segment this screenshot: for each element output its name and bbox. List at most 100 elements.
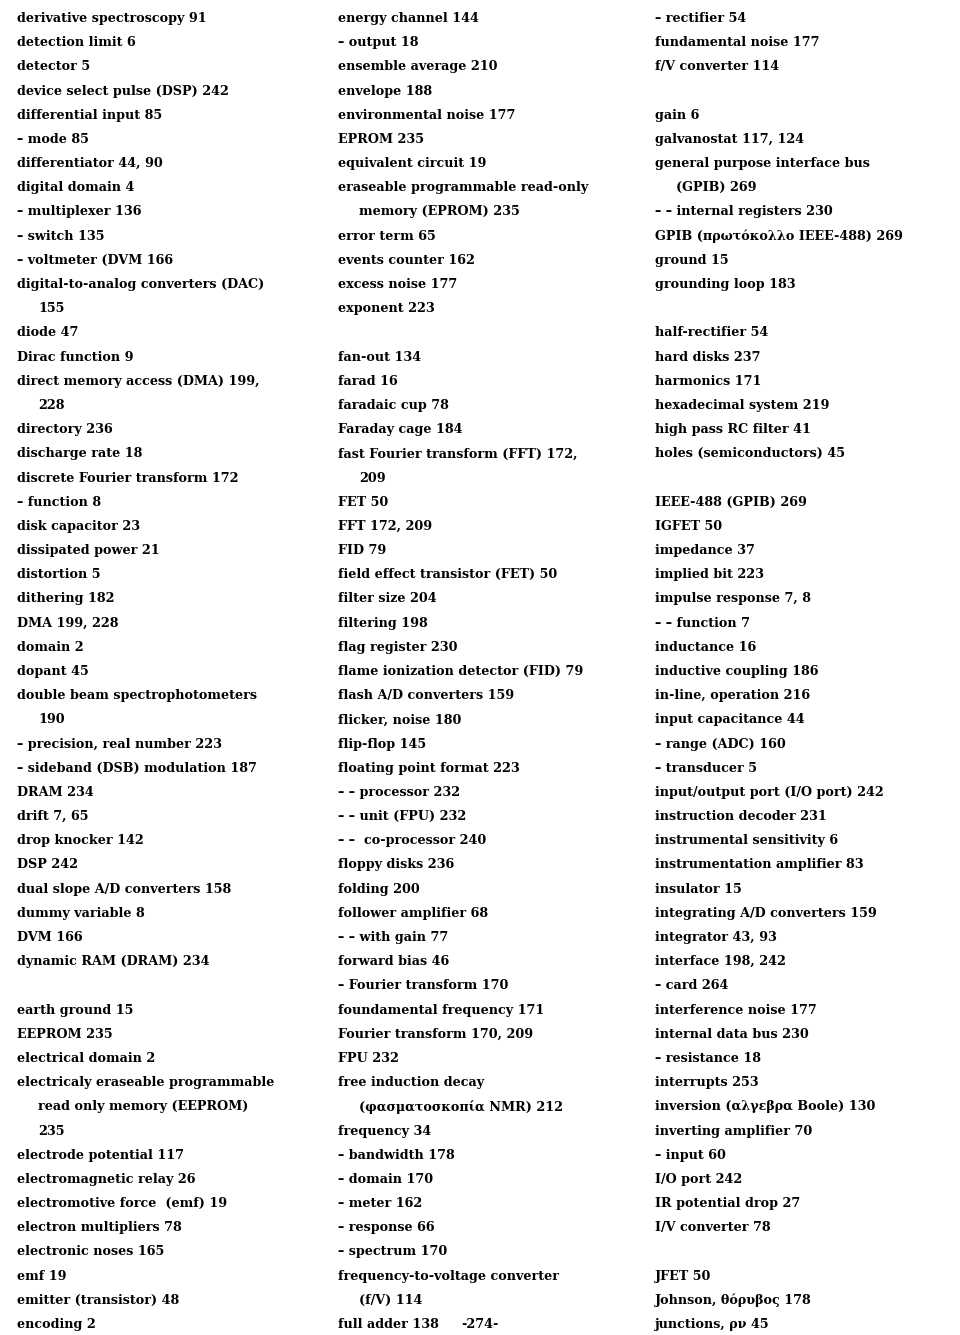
Text: gain 6: gain 6 (655, 108, 699, 121)
Text: FFT 172, 209: FFT 172, 209 (338, 519, 432, 533)
Text: – card 264: – card 264 (655, 980, 728, 992)
Text: drop knocker 142: drop knocker 142 (17, 834, 144, 848)
Text: (φασματοσκοπία NMR) 212: (φασματοσκοπία NMR) 212 (359, 1100, 563, 1115)
Text: differentiator 44, 90: differentiator 44, 90 (17, 158, 163, 170)
Text: – mode 85: – mode 85 (17, 134, 89, 146)
Text: dissipated power 21: dissipated power 21 (17, 545, 160, 557)
Text: DSP 242: DSP 242 (17, 858, 79, 872)
Text: JFET 50: JFET 50 (655, 1270, 711, 1283)
Text: differential input 85: differential input 85 (17, 108, 162, 121)
Text: impulse response 7, 8: impulse response 7, 8 (655, 593, 810, 606)
Text: device select pulse (DSP) 242: device select pulse (DSP) 242 (17, 84, 229, 97)
Text: flame ionization detector (FID) 79: flame ionization detector (FID) 79 (338, 665, 583, 678)
Text: hexadecimal system 219: hexadecimal system 219 (655, 399, 829, 413)
Text: – – with gain 77: – – with gain 77 (338, 930, 448, 944)
Text: DVM 166: DVM 166 (17, 930, 83, 944)
Text: disk capacitor 23: disk capacitor 23 (17, 519, 140, 533)
Text: digital-to-analog converters (DAC): digital-to-analog converters (DAC) (17, 278, 265, 291)
Text: fan-out 134: fan-out 134 (338, 351, 421, 363)
Text: farad 16: farad 16 (338, 375, 397, 387)
Text: foundamental frequency 171: foundamental frequency 171 (338, 1004, 544, 1016)
Text: diode 47: diode 47 (17, 326, 79, 339)
Text: impedance 37: impedance 37 (655, 545, 755, 557)
Text: environmental noise 177: environmental noise 177 (338, 108, 516, 121)
Text: – meter 162: – meter 162 (338, 1197, 422, 1210)
Text: discharge rate 18: discharge rate 18 (17, 447, 143, 461)
Text: FID 79: FID 79 (338, 545, 386, 557)
Text: – input 60: – input 60 (655, 1148, 726, 1161)
Text: Fourier transform 170, 209: Fourier transform 170, 209 (338, 1028, 533, 1041)
Text: dual slope A/D converters 158: dual slope A/D converters 158 (17, 882, 231, 896)
Text: dopant 45: dopant 45 (17, 665, 89, 678)
Text: interface 198, 242: interface 198, 242 (655, 956, 785, 968)
Text: – domain 170: – domain 170 (338, 1173, 433, 1185)
Text: drift 7, 65: drift 7, 65 (17, 810, 88, 824)
Text: DMA 199, 228: DMA 199, 228 (17, 617, 119, 630)
Text: electromagnetic relay 26: electromagnetic relay 26 (17, 1173, 196, 1185)
Text: excess noise 177: excess noise 177 (338, 278, 457, 291)
Text: free induction decay: free induction decay (338, 1076, 484, 1089)
Text: emitter (transistor) 48: emitter (transistor) 48 (17, 1294, 180, 1307)
Text: detection limit 6: detection limit 6 (17, 36, 136, 49)
Text: flip-flop 145: flip-flop 145 (338, 737, 426, 750)
Text: electron multipliers 78: electron multipliers 78 (17, 1222, 182, 1235)
Text: IR potential drop 27: IR potential drop 27 (655, 1197, 800, 1210)
Text: dithering 182: dithering 182 (17, 593, 115, 606)
Text: floating point format 223: floating point format 223 (338, 762, 519, 774)
Text: FET 50: FET 50 (338, 495, 388, 509)
Text: earth ground 15: earth ground 15 (17, 1004, 133, 1016)
Text: electricaly eraseable programmable: electricaly eraseable programmable (17, 1076, 275, 1089)
Text: DRAM 234: DRAM 234 (17, 786, 94, 798)
Text: ground 15: ground 15 (655, 254, 729, 267)
Text: holes (semiconductors) 45: holes (semiconductors) 45 (655, 447, 845, 461)
Text: flicker, noise 180: flicker, noise 180 (338, 713, 462, 726)
Text: full adder 138: full adder 138 (338, 1318, 439, 1331)
Text: (GPIB) 269: (GPIB) 269 (676, 182, 756, 195)
Text: dummy variable 8: dummy variable 8 (17, 906, 145, 920)
Text: 235: 235 (38, 1124, 65, 1137)
Text: exponent 223: exponent 223 (338, 302, 435, 315)
Text: domain 2: domain 2 (17, 641, 84, 654)
Text: Dirac function 9: Dirac function 9 (17, 351, 133, 363)
Text: 209: 209 (359, 471, 386, 485)
Text: instruction decoder 231: instruction decoder 231 (655, 810, 827, 824)
Text: dynamic RAM (DRAM) 234: dynamic RAM (DRAM) 234 (17, 956, 210, 968)
Text: – – function 7: – – function 7 (655, 617, 750, 630)
Text: – bandwidth 178: – bandwidth 178 (338, 1148, 455, 1161)
Text: filtering 198: filtering 198 (338, 617, 427, 630)
Text: envelope 188: envelope 188 (338, 84, 432, 97)
Text: eraseable programmable read-only: eraseable programmable read-only (338, 182, 588, 195)
Text: direct memory access (DMA) 199,: direct memory access (DMA) 199, (17, 375, 260, 387)
Text: detector 5: detector 5 (17, 60, 90, 73)
Text: floppy disks 236: floppy disks 236 (338, 858, 454, 872)
Text: half-rectifier 54: half-rectifier 54 (655, 326, 768, 339)
Text: inductive coupling 186: inductive coupling 186 (655, 665, 818, 678)
Text: derivative spectroscopy 91: derivative spectroscopy 91 (17, 12, 207, 25)
Text: – transducer 5: – transducer 5 (655, 762, 756, 774)
Text: – switch 135: – switch 135 (17, 230, 105, 243)
Text: discrete Fourier transform 172: discrete Fourier transform 172 (17, 471, 239, 485)
Text: double beam spectrophotometers: double beam spectrophotometers (17, 689, 257, 702)
Text: high pass RC filter 41: high pass RC filter 41 (655, 423, 810, 437)
Text: follower amplifier 68: follower amplifier 68 (338, 906, 488, 920)
Text: equivalent circuit 19: equivalent circuit 19 (338, 158, 487, 170)
Text: filter size 204: filter size 204 (338, 593, 437, 606)
Text: (f/V) 114: (f/V) 114 (359, 1294, 422, 1307)
Text: folding 200: folding 200 (338, 882, 420, 896)
Text: – sideband (DSB) modulation 187: – sideband (DSB) modulation 187 (17, 762, 257, 774)
Text: general purpose interface bus: general purpose interface bus (655, 158, 870, 170)
Text: faradaic cup 78: faradaic cup 78 (338, 399, 448, 413)
Text: in-line, operation 216: in-line, operation 216 (655, 689, 810, 702)
Text: encoding 2: encoding 2 (17, 1318, 96, 1331)
Text: inverting amplifier 70: inverting amplifier 70 (655, 1124, 812, 1137)
Text: forward bias 46: forward bias 46 (338, 956, 449, 968)
Text: error term 65: error term 65 (338, 230, 436, 243)
Text: – voltmeter (DVM 166: – voltmeter (DVM 166 (17, 254, 174, 267)
Text: EEPROM 235: EEPROM 235 (17, 1028, 113, 1041)
Text: flash A/D converters 159: flash A/D converters 159 (338, 689, 514, 702)
Text: – –  co-processor 240: – – co-processor 240 (338, 834, 486, 848)
Text: IEEE-488 (GPIB) 269: IEEE-488 (GPIB) 269 (655, 495, 806, 509)
Text: integrator 43, 93: integrator 43, 93 (655, 930, 777, 944)
Text: frequency 34: frequency 34 (338, 1124, 431, 1137)
Text: harmonics 171: harmonics 171 (655, 375, 761, 387)
